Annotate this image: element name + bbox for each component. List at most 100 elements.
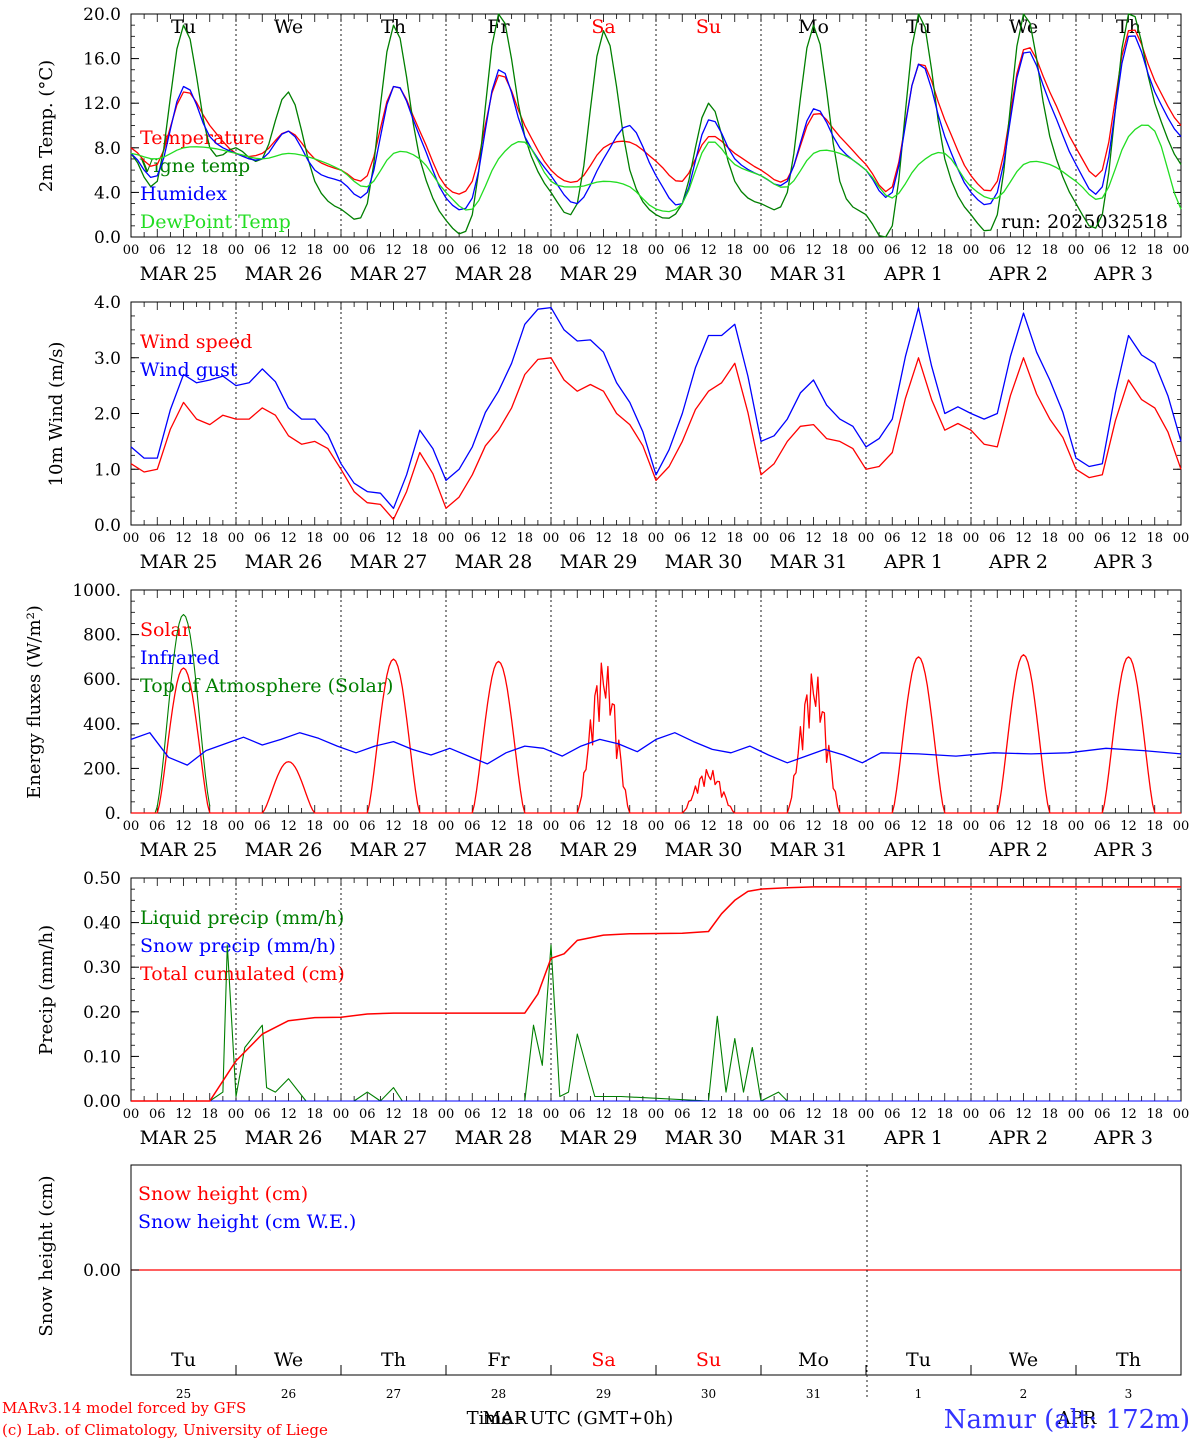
hour-tick-label: 00 — [1068, 531, 1085, 546]
hour-tick-label: 06 — [674, 531, 691, 546]
hour-tick-label: 00 — [963, 1107, 980, 1122]
hour-tick-label: 00 — [858, 531, 875, 546]
footer-lab: (c) Lab. of Climatology, University of L… — [2, 1421, 328, 1439]
hour-tick-label: 12 — [385, 531, 402, 546]
hour-tick-label: 12 — [805, 531, 822, 546]
snow-bottom-month-left: MAR — [483, 1408, 528, 1429]
bottom-weekday-label: Su — [696, 1349, 721, 1371]
bottom-day-number: 27 — [386, 1387, 401, 1401]
hour-tick-label: 00 — [438, 243, 455, 258]
hour-tick-label: 06 — [1094, 1107, 1111, 1122]
hour-tick-label: 00 — [438, 531, 455, 546]
hour-tick-label: 18 — [516, 531, 533, 546]
hour-tick-label: 12 — [175, 819, 192, 834]
hour-tick-label: 00 — [648, 819, 665, 834]
hour-tick-label: 18 — [516, 1107, 533, 1122]
date-label: MAR 31 — [770, 551, 848, 573]
snow-panel: Snow height (cm) Snow height (cm) Snow h… — [36, 1175, 1097, 1429]
hour-tick-label: 00 — [1173, 1107, 1190, 1122]
hour-tick-label: 12 — [595, 243, 612, 258]
hour-tick-label: 12 — [490, 531, 507, 546]
bottom-day-number: 30 — [701, 1387, 716, 1401]
hour-tick-label: 06 — [464, 819, 481, 834]
legend-infrared: Infrared — [140, 647, 220, 669]
legend-humidex: Humidex — [140, 183, 227, 205]
weekday-label: Fr — [487, 16, 510, 38]
precip-ylabel: Precip (mm/h) — [36, 925, 57, 1055]
date-label: MAR 27 — [350, 839, 428, 861]
date-label: MAR 30 — [665, 839, 743, 861]
hour-tick-label: 12 — [805, 243, 822, 258]
date-label: APR 1 — [883, 839, 943, 861]
bottom-weekday-label: Tu — [906, 1349, 931, 1371]
date-label: MAR 25 — [140, 551, 218, 573]
date-label: MAR 28 — [455, 839, 533, 861]
wind-series-1 — [130, 306, 1182, 509]
hour-tick-label: 12 — [280, 243, 297, 258]
hour-tick-label: 00 — [963, 819, 980, 834]
legend-solar: Solar — [140, 619, 192, 641]
hour-tick-label: 18 — [1146, 531, 1163, 546]
snow-ylabel: Snow height (cm) — [36, 1175, 57, 1336]
y-tick-label: 8.0 — [94, 139, 121, 159]
hour-tick-label: 12 — [490, 819, 507, 834]
legend-snow-precip: Snow precip (mm/h) — [140, 935, 336, 957]
hour-tick-label: 18 — [306, 243, 323, 258]
hour-tick-label: 12 — [1120, 819, 1137, 834]
weekday-label: Su — [696, 16, 721, 38]
hour-tick-label: 00 — [543, 531, 560, 546]
infrared-series — [130, 732, 1182, 766]
y-tick-label: 0.20 — [83, 1003, 121, 1023]
station-label: Namur (alt: 172m) — [944, 1405, 1190, 1435]
y-tick-label: 0. — [105, 804, 121, 824]
date-label: APR 2 — [988, 263, 1048, 285]
date-label: MAR 28 — [455, 263, 533, 285]
hour-tick-label: 06 — [779, 243, 796, 258]
y-tick-label: 0.10 — [83, 1047, 121, 1067]
date-label: MAR 26 — [245, 551, 323, 573]
hour-tick-label: 12 — [910, 243, 927, 258]
hour-tick-label: 00 — [333, 531, 350, 546]
bottom-weekday-label: Sa — [591, 1349, 615, 1371]
y-tick-label: 12.0 — [83, 94, 121, 114]
hour-tick-label: 18 — [411, 819, 428, 834]
date-label: APR 1 — [883, 551, 943, 573]
date-label: MAR 26 — [245, 839, 323, 861]
hour-tick-label: 18 — [621, 243, 638, 258]
y-tick-label: 20.0 — [83, 5, 121, 25]
hour-tick-label: 00 — [438, 1107, 455, 1122]
hour-tick-label: 06 — [1094, 819, 1111, 834]
hour-tick-label: 12 — [595, 531, 612, 546]
hour-tick-label: 00 — [333, 243, 350, 258]
hour-tick-label: 06 — [1094, 243, 1111, 258]
bottom-weekday-label: Mo — [798, 1349, 829, 1371]
legend-snow-height-we: Snow height (cm W.E.) — [138, 1211, 356, 1233]
hour-tick-label: 12 — [1120, 243, 1137, 258]
hour-tick-label: 18 — [936, 243, 953, 258]
hour-tick-label: 06 — [359, 1107, 376, 1122]
toa-solar-series — [131, 613, 211, 814]
date-label: APR 3 — [1093, 551, 1153, 573]
date-label: MAR 31 — [770, 263, 848, 285]
energy-ylabel: Energy fluxes (W/m²) — [24, 605, 45, 799]
hour-tick-label: 06 — [884, 243, 901, 258]
date-label: MAR 26 — [245, 1127, 323, 1149]
hour-tick-label: 18 — [1146, 243, 1163, 258]
hour-tick-label: 06 — [464, 531, 481, 546]
date-label: MAR 29 — [560, 839, 638, 861]
y-tick-label: 800. — [83, 626, 121, 646]
precip-series-0 — [131, 944, 1181, 1102]
temp-series-3 — [130, 124, 1182, 213]
hour-tick-label: 12 — [805, 1107, 822, 1122]
hour-tick-label: 00 — [963, 531, 980, 546]
hour-tick-label: 12 — [700, 243, 717, 258]
hour-tick-label: 06 — [359, 243, 376, 258]
hour-tick-label: 12 — [910, 819, 927, 834]
date-label: MAR 25 — [140, 1127, 218, 1149]
bottom-day-number: 3 — [1125, 1387, 1133, 1401]
hour-tick-label: 18 — [831, 1107, 848, 1122]
hour-tick-label: 00 — [753, 1107, 770, 1122]
hour-tick-label: 12 — [385, 1107, 402, 1122]
hour-tick-label: 06 — [884, 1107, 901, 1122]
hour-tick-label: 00 — [123, 243, 140, 258]
